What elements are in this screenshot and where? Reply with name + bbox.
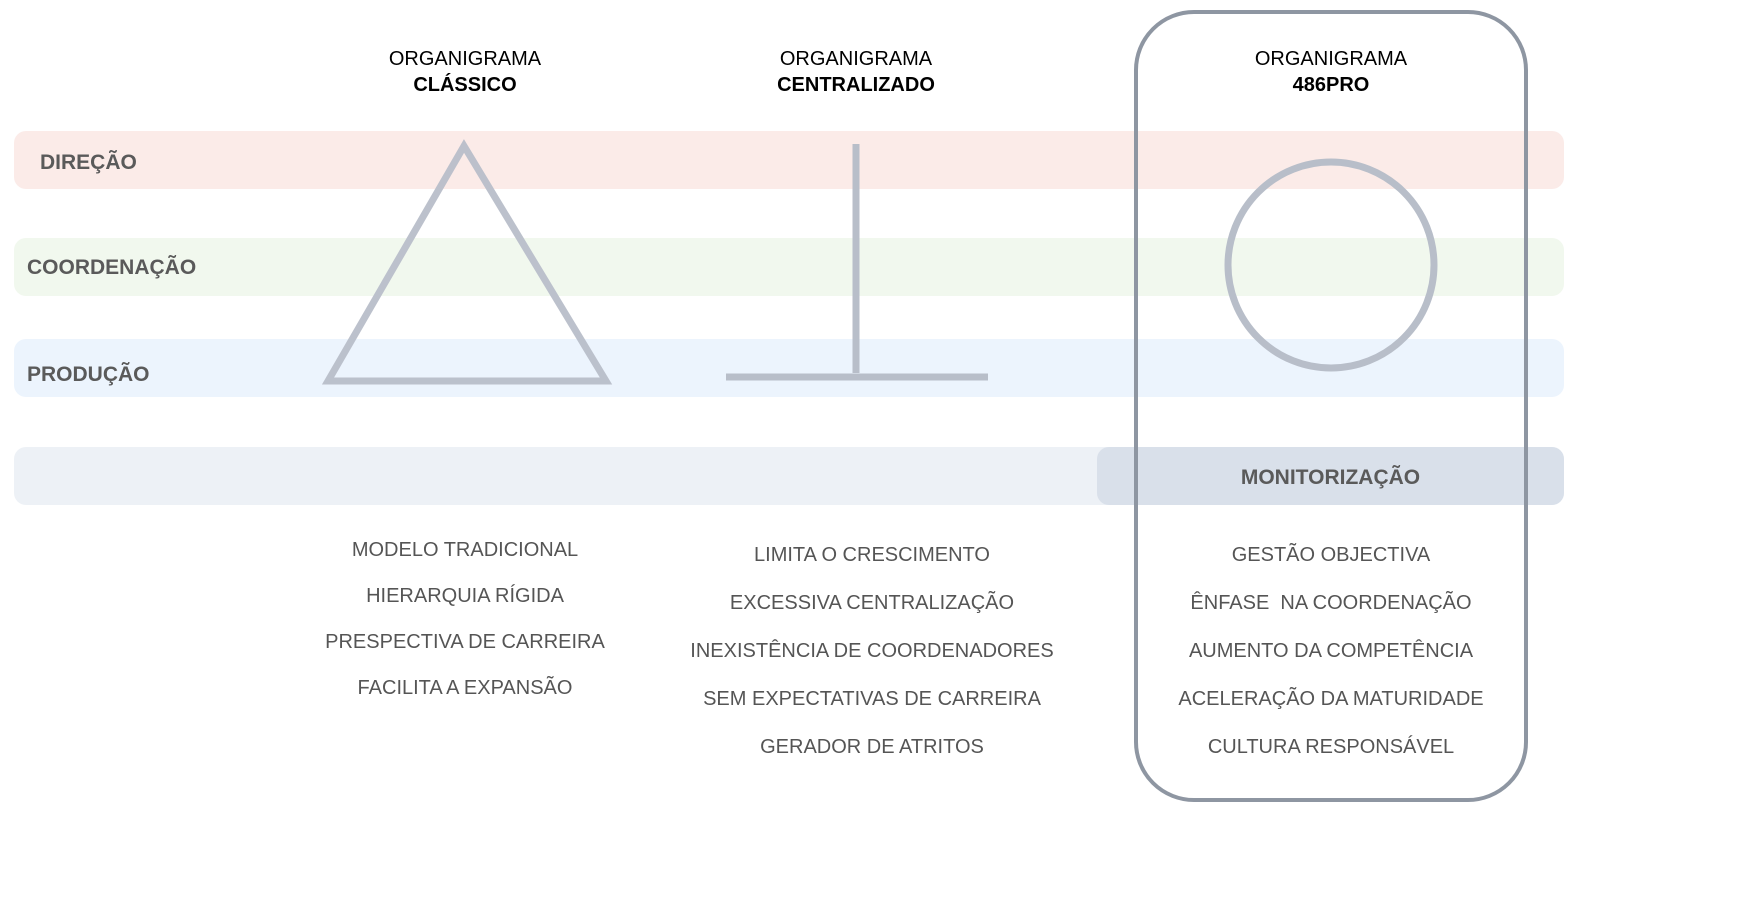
list-item: GESTÃO OBJECTIVA xyxy=(1231,544,1431,566)
list-item: LIMITA O CRESCIMENTO xyxy=(754,544,990,566)
header-title: ORGANIGRAMA xyxy=(1254,48,1408,70)
list-item: MODELO TRADICIONAL xyxy=(351,539,579,561)
header-subtitle: CLÁSSICO xyxy=(413,74,517,96)
highlight-panel-486pro xyxy=(1134,10,1528,802)
header-title: ORGANIGRAMA xyxy=(388,48,542,70)
coordenacao-band xyxy=(14,238,1564,296)
circle-shape xyxy=(1224,158,1438,372)
list-item: PRESPECTIVA DE CARREIRA xyxy=(325,631,605,653)
list-item: ÊNFASE NA COORDENAÇÃO xyxy=(1190,592,1472,614)
header-centralizado: ORGANIGRAMA CENTRALIZADO xyxy=(656,46,1056,98)
list-item: GERADOR DE ATRITOS xyxy=(760,736,984,758)
header-classico: ORGANIGRAMA CLÁSSICO xyxy=(265,46,665,98)
direcao-band xyxy=(14,131,1564,189)
list-item: ACELERAÇÃO DA MATURIDADE xyxy=(1178,688,1484,710)
triangle-shape xyxy=(321,139,613,385)
header-486pro: ORGANIGRAMA 486PRO xyxy=(1131,46,1531,98)
label-direcao: DIREÇÃO xyxy=(40,151,137,174)
label-monitorizacao: MONITORIZAÇÃO xyxy=(1240,466,1421,489)
list-item: EXCESSIVA CENTRALIZAÇÃO xyxy=(729,592,1015,614)
monitorizacao-band xyxy=(1097,447,1564,505)
label-coordenacao: COORDENAÇÃO xyxy=(27,256,197,279)
list-item: HIERARQUIA RÍGIDA xyxy=(366,585,564,607)
header-title: ORGANIGRAMA xyxy=(779,48,933,70)
list-item: SEM EXPECTATIVAS DE CARREIRA xyxy=(703,688,1041,710)
list-item: FACILITA A EXPANSÃO xyxy=(357,677,573,699)
list-item: AUMENTO DA COMPETÊNCIA xyxy=(1188,640,1474,662)
header-subtitle: 486PRO xyxy=(1292,74,1370,96)
list-item: INEXISTÊNCIA DE COORDENADORES xyxy=(690,640,1054,662)
list-item: CULTURA RESPONSÁVEL xyxy=(1207,736,1455,758)
header-subtitle: CENTRALIZADO xyxy=(777,74,935,96)
label-producao: PRODUÇÃO xyxy=(27,363,150,386)
